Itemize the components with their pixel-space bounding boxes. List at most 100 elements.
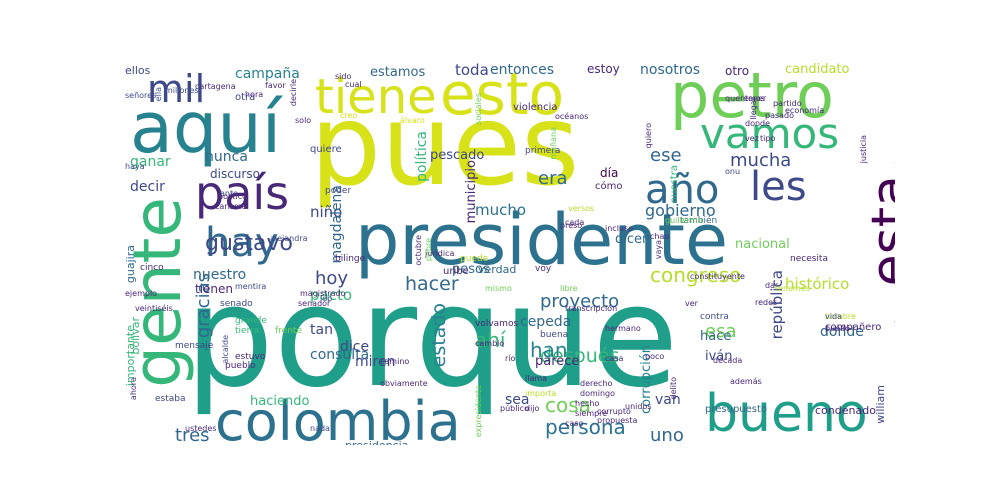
word-además: además xyxy=(730,377,762,386)
word-poder: poder xyxy=(325,186,352,196)
word-estamos: estamos xyxy=(370,65,426,80)
word-dicen: dicen xyxy=(615,232,651,247)
word-caso: caso xyxy=(565,419,584,428)
word-redes: redes xyxy=(755,298,778,307)
word-primera: primera xyxy=(525,146,561,156)
word-hecho: hecho xyxy=(575,399,600,408)
word-vida: vida xyxy=(825,312,842,321)
word-mensaje: mensaje xyxy=(175,341,214,351)
word-van: van xyxy=(655,392,681,408)
word-compañero: compañero xyxy=(825,322,882,333)
word-versos: versos xyxy=(568,204,595,213)
word-ver: ver xyxy=(685,299,698,308)
word-discurso: discurso xyxy=(210,167,260,181)
word-hombre: hombre xyxy=(825,312,856,321)
word-buena: buena xyxy=(540,330,569,340)
word-mentira: mentira xyxy=(235,282,267,291)
word-vamos: vamos xyxy=(700,109,840,158)
word-estaba: estaba xyxy=(155,394,186,404)
word-esto: esto xyxy=(440,60,565,128)
word-millones: millones xyxy=(165,86,199,95)
word-casa: casa xyxy=(605,354,624,363)
word-petro: petro xyxy=(670,59,834,132)
word-violencia: violencia xyxy=(513,102,558,113)
word-proyecto: proyecto xyxy=(540,291,620,312)
word-hace: hace xyxy=(700,329,732,344)
word-bilinge: bilinge xyxy=(335,254,366,264)
word-decirle: decirle xyxy=(289,79,298,107)
word-cómo: cómo xyxy=(595,181,623,192)
word-ejemplo: ejemplo xyxy=(125,289,158,298)
word-economía: economía xyxy=(785,106,825,115)
word-cartagena: cartagena xyxy=(195,82,236,91)
word-puede: puede xyxy=(460,254,489,264)
word-carisma: carisma xyxy=(215,202,247,211)
word-onu: onu xyxy=(725,167,741,176)
word-persona: persona xyxy=(545,415,626,439)
word-transcripción: transcripción xyxy=(565,304,618,313)
word-país: país xyxy=(195,166,290,220)
word-nada: nada xyxy=(310,424,330,433)
word-política: política xyxy=(414,131,430,182)
word-álvaro: álvaro xyxy=(400,116,425,125)
word-político: político xyxy=(218,192,248,201)
word-presupuesto: presupuesto xyxy=(705,404,768,415)
word-verdad: verdad xyxy=(478,263,517,276)
word-les: les xyxy=(750,164,807,210)
word-histórico: histórico xyxy=(785,275,850,293)
word-octubre: octubre xyxy=(414,235,423,266)
word-cinco: cinco xyxy=(140,263,164,273)
word-aquí: aquí xyxy=(130,87,282,169)
word-estuvo: estuvo xyxy=(235,352,266,362)
word-mucho: mucho xyxy=(475,201,527,219)
word-tiene: tiene xyxy=(315,69,437,125)
word-cepeda: cepeda xyxy=(520,314,572,330)
word-dijo: dijo xyxy=(525,404,540,413)
word-parece: parece xyxy=(535,354,580,369)
word-también: también xyxy=(680,216,718,226)
word-esta: esta xyxy=(861,175,895,287)
word-justicia: justicia xyxy=(859,135,868,164)
word-han: han xyxy=(530,338,568,362)
word-candidato: candidato xyxy=(785,62,850,77)
word-pobre: pobre xyxy=(424,238,433,262)
word-senado: senado xyxy=(220,299,253,309)
word-hermano: hermano xyxy=(605,324,641,333)
word-ese: ese xyxy=(650,145,682,166)
word-nacional: nacional xyxy=(735,237,790,252)
word-después: después xyxy=(540,345,620,367)
word-río: río xyxy=(505,354,516,363)
word-bueno: bueno xyxy=(705,384,868,444)
word-senador: senador xyxy=(298,299,331,308)
word-siempre: siempre xyxy=(575,409,608,418)
word-incluso: incluso xyxy=(605,224,634,233)
word-volvamos: volvamos xyxy=(475,319,519,329)
word-queremos: queremos xyxy=(725,94,765,103)
word-expresidente: expresidente xyxy=(474,385,483,438)
word-condenado: condenado xyxy=(815,404,876,417)
word-pueblo: pueblo xyxy=(225,361,256,371)
word-vez: vez xyxy=(745,134,759,143)
word-sociales: sociales xyxy=(474,93,483,125)
word-iván: iván xyxy=(705,349,733,364)
word-preso: preso xyxy=(560,221,583,230)
word-derecho: derecho xyxy=(580,379,613,388)
word-jep: jep xyxy=(320,294,333,303)
word-llama: llama xyxy=(525,374,548,383)
word-jurídica: jurídica xyxy=(425,249,455,258)
word-tienen: tienen xyxy=(195,282,234,296)
word-mañana: mañana xyxy=(549,127,558,160)
word-propuesta: propuesta xyxy=(597,416,638,425)
word-presidencia: presidencia xyxy=(345,440,408,445)
word-ganar: ganar xyxy=(130,154,171,170)
word-importa: importa xyxy=(525,389,557,398)
word-uribe: uribe xyxy=(443,266,469,277)
word-veintiséis: veintiséis xyxy=(135,304,173,313)
word-donde: donde xyxy=(820,324,864,340)
word-puedo: puedo xyxy=(825,324,851,333)
word-corrupto: corrupto xyxy=(597,407,631,416)
word-municipio: municipio xyxy=(464,160,479,224)
word-chao: chao xyxy=(650,232,670,241)
word-ella: ella xyxy=(154,87,163,102)
word-otro: otro xyxy=(725,64,750,78)
